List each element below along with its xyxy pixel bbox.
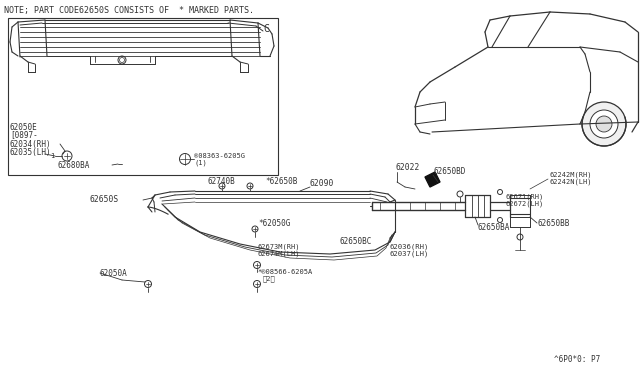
Circle shape: [179, 154, 191, 164]
Circle shape: [219, 183, 225, 189]
Text: *®08566-6205A: *®08566-6205A: [257, 269, 312, 275]
Text: NOTE; PART CODE62650S CONSISTS OF  * MARKED PARTS.: NOTE; PART CODE62650S CONSISTS OF * MARK…: [4, 6, 254, 15]
Bar: [8, 18, 278, 175]
Text: 62050A: 62050A: [100, 269, 128, 279]
Circle shape: [145, 280, 152, 288]
Text: 62680BA: 62680BA: [58, 160, 90, 170]
Text: 62672(LH): 62672(LH): [505, 201, 543, 207]
Text: ®08363-6205G: ®08363-6205G: [194, 153, 245, 159]
Text: C: C: [263, 24, 269, 34]
Text: 62671(RH): 62671(RH): [505, 194, 543, 200]
Circle shape: [497, 218, 502, 222]
Text: [0897-: [0897-: [10, 131, 38, 140]
Circle shape: [457, 191, 463, 197]
Text: 62242M(RH): 62242M(RH): [550, 172, 593, 178]
Text: 62673M(RH): 62673M(RH): [258, 244, 301, 250]
Text: *62650B: *62650B: [265, 176, 298, 186]
Text: 62740B: 62740B: [207, 176, 235, 186]
Text: 62650BA: 62650BA: [478, 222, 510, 231]
Text: 62090: 62090: [310, 180, 334, 189]
Text: 62650BB: 62650BB: [538, 219, 570, 228]
Text: 62022: 62022: [395, 163, 419, 171]
Text: (1): (1): [194, 160, 207, 166]
Circle shape: [253, 262, 260, 269]
Circle shape: [120, 58, 125, 62]
Text: 62242N(LH): 62242N(LH): [550, 179, 593, 185]
Circle shape: [62, 151, 72, 161]
Text: 62037(LH): 62037(LH): [390, 251, 429, 257]
Circle shape: [517, 234, 523, 240]
Text: 62050E: 62050E: [10, 122, 38, 131]
Text: 62650S: 62650S: [90, 196, 119, 205]
Text: 1: 1: [50, 153, 54, 159]
Text: 62036(RH): 62036(RH): [390, 244, 429, 250]
Text: 62034(RH): 62034(RH): [10, 140, 52, 148]
Text: 62674M(LH): 62674M(LH): [258, 251, 301, 257]
Circle shape: [252, 226, 258, 232]
Polygon shape: [425, 172, 440, 187]
Text: 62650BD: 62650BD: [433, 167, 465, 176]
Text: 62650BC: 62650BC: [340, 237, 372, 247]
Text: （2）: （2）: [263, 276, 276, 282]
Text: 62035(LH): 62035(LH): [10, 148, 52, 157]
Circle shape: [247, 183, 253, 189]
Circle shape: [596, 116, 612, 132]
Circle shape: [497, 189, 502, 195]
Circle shape: [253, 280, 260, 288]
Circle shape: [582, 102, 626, 146]
Circle shape: [118, 56, 126, 64]
Circle shape: [590, 110, 618, 138]
Text: *62050G: *62050G: [258, 219, 291, 228]
Text: ^6P0*0: P7: ^6P0*0: P7: [554, 355, 600, 364]
